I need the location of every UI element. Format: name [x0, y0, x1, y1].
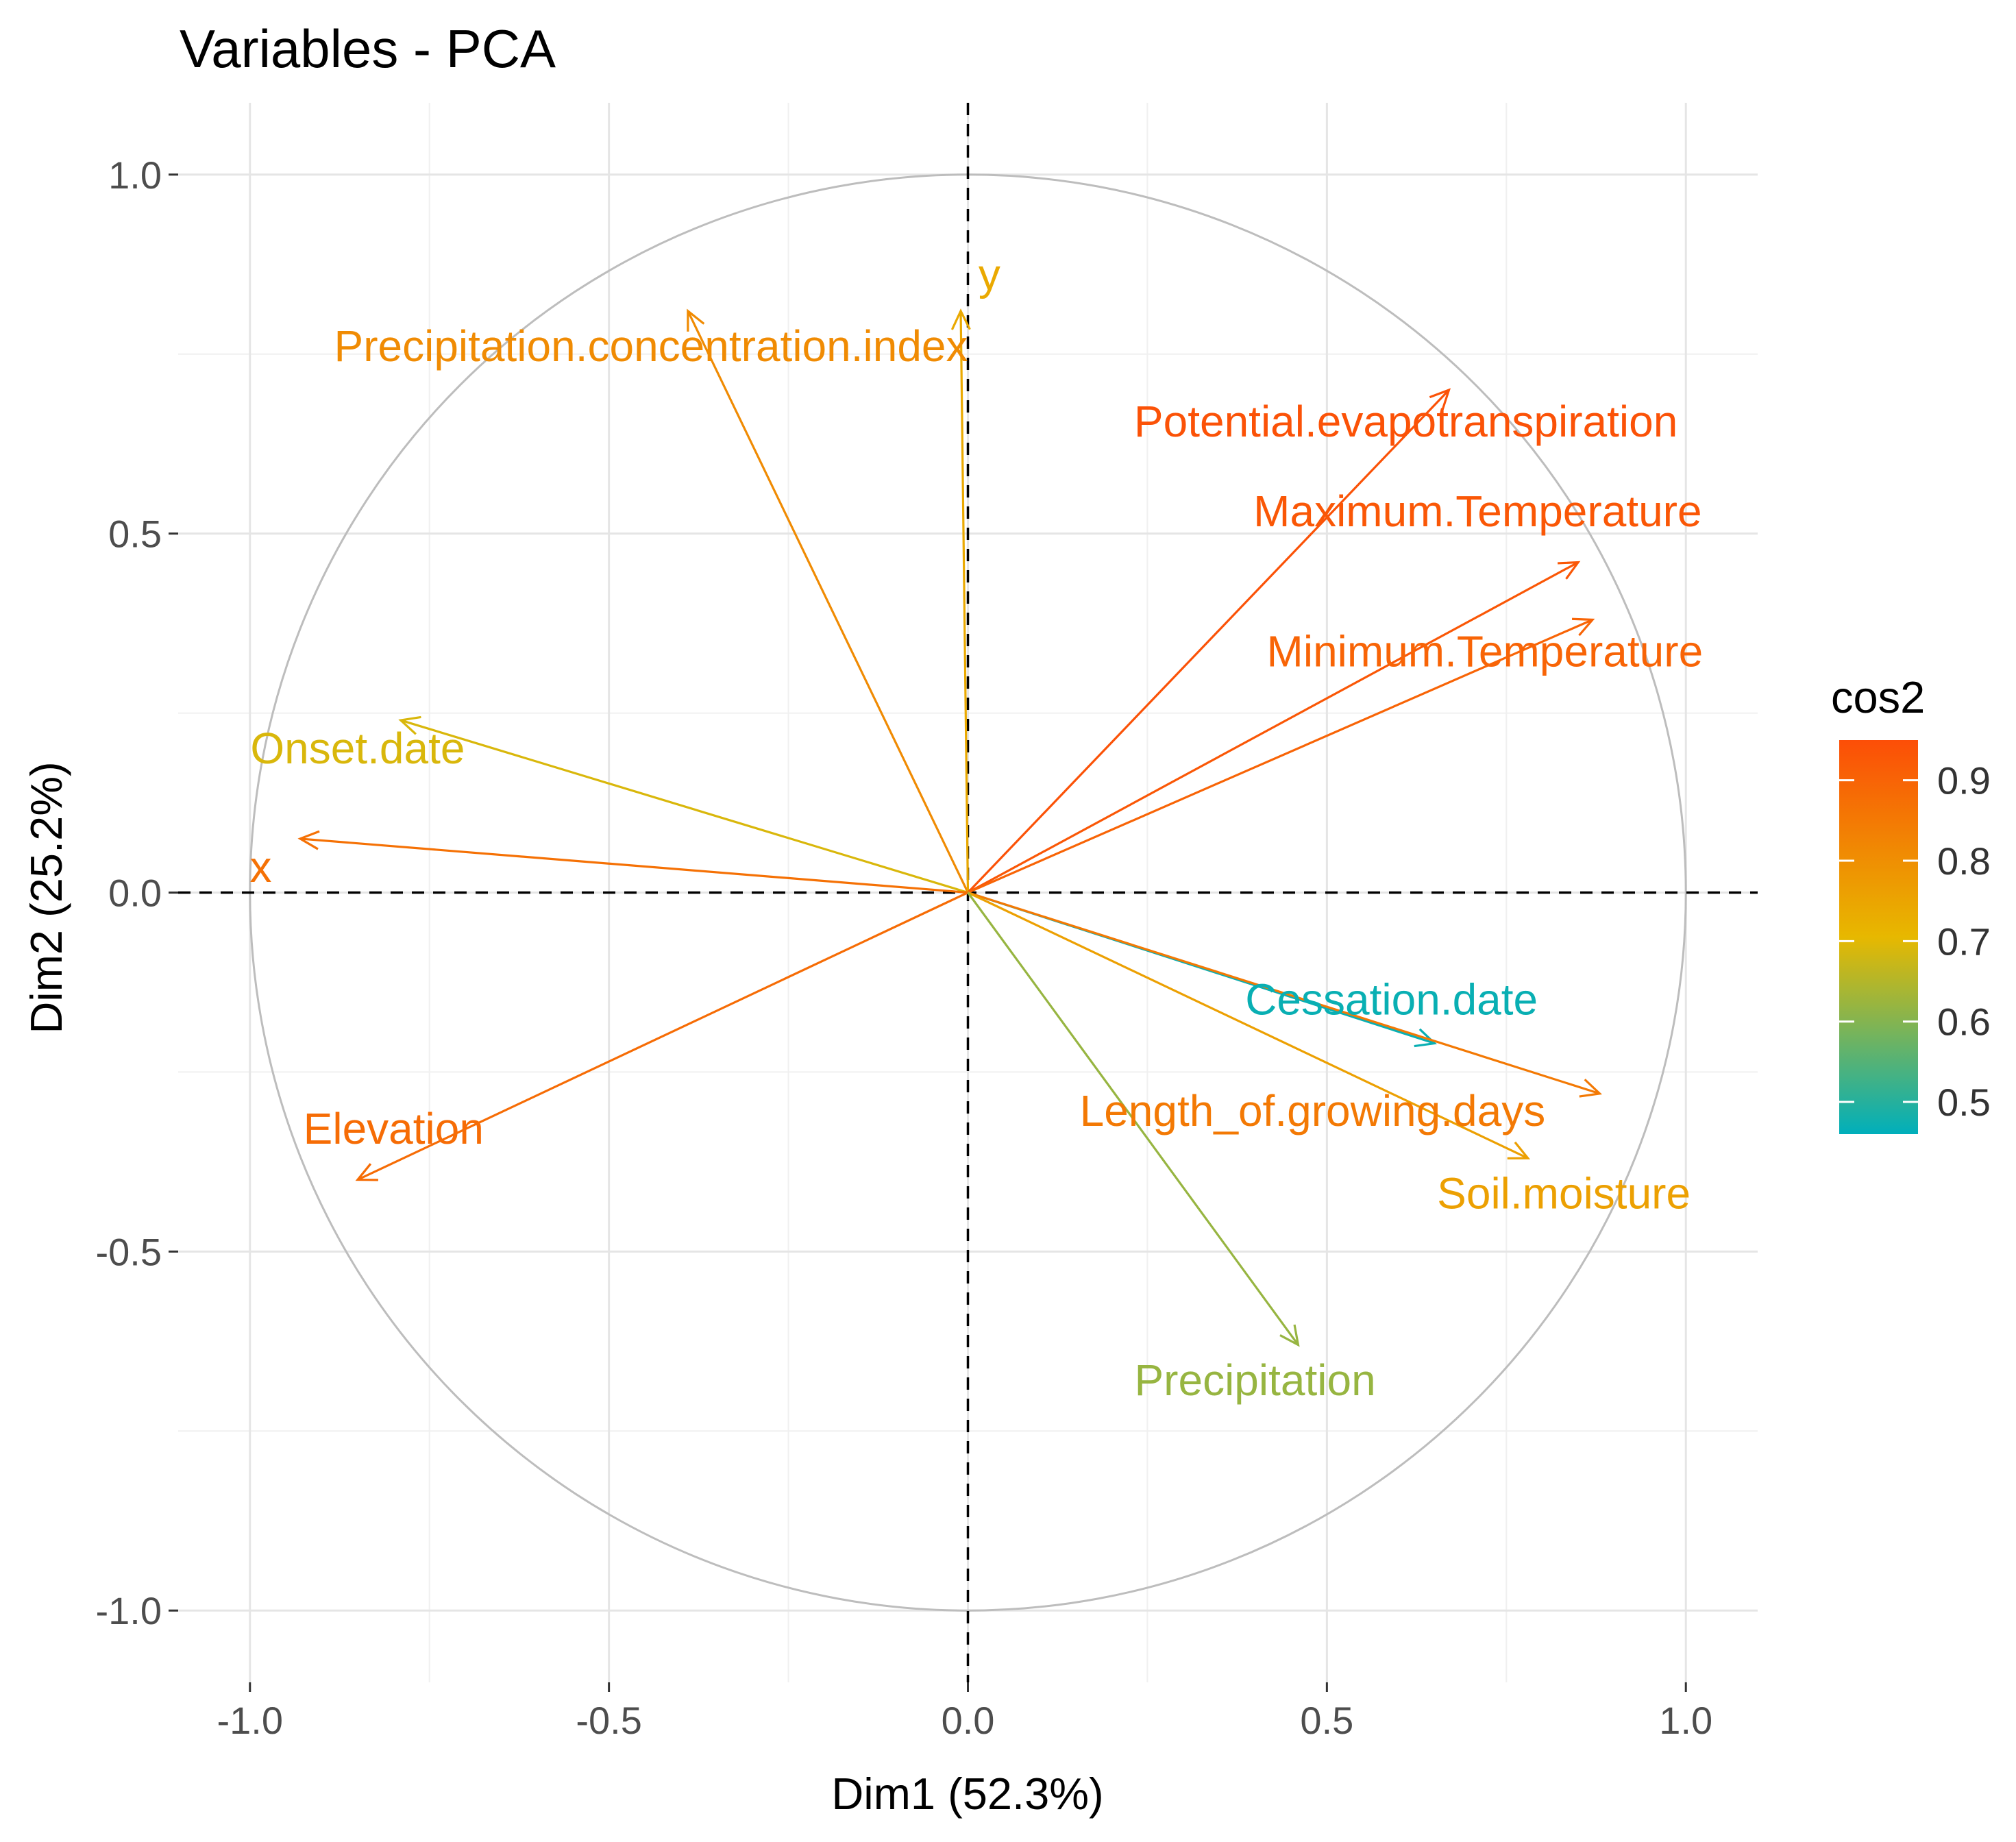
arrow-head [1558, 561, 1581, 580]
x-tick-label: 0.5 [1300, 1699, 1353, 1742]
x-axis-ticks: -1.0 -0.5 0.0 0.5 1.0 [217, 1682, 1712, 1742]
label-elevation: Elevation [304, 1104, 484, 1153]
label-length-of-growing-days: Length_of.growing.days [1080, 1086, 1546, 1135]
label-y: y [979, 249, 1000, 299]
x-tick-label: -1.0 [217, 1699, 284, 1742]
chart-title: Variables - PCA [180, 19, 556, 79]
arrow-head [1429, 388, 1451, 410]
label-minimum-temperature: Minimum.Temperature [1267, 626, 1704, 676]
arrow-line [968, 891, 1600, 1095]
arrow-line [967, 618, 1593, 894]
arrow-line [967, 389, 1450, 894]
label-onset-date: Onset.date [250, 724, 465, 773]
arrow-precipitation-concentration-index [687, 308, 969, 894]
arrow-line [299, 837, 968, 894]
arrow-y [950, 308, 971, 893]
arrow-maximum-temperature [967, 561, 1581, 894]
arrow-head [950, 308, 971, 330]
arrow-head [1414, 1028, 1438, 1048]
arrow-head [1279, 1324, 1300, 1347]
legend-break-label: 0.5 [1937, 1081, 1991, 1124]
arrow-line [357, 892, 969, 1181]
arrow-line [959, 310, 970, 893]
arrow-elevation [355, 892, 969, 1181]
label-precipitation-concentration-index: Precipitation.concentration.index [334, 321, 968, 371]
y-axis-label: Dim2 (25.2%) [21, 761, 71, 1033]
arrow-head [1571, 617, 1595, 637]
y-tick-label: 0.5 [108, 513, 162, 556]
legend: cos2 0.9 0.8 0.7 0.6 0.5 [1831, 672, 1991, 1134]
variable-arrows [297, 308, 1603, 1347]
label-cessation-date: Cessation.date [1245, 975, 1538, 1024]
arrow-potential-evapotranspiration [967, 388, 1451, 894]
legend-break-label: 0.8 [1937, 839, 1991, 883]
arrow-line [967, 892, 1299, 1346]
y-tick-label: 0.0 [108, 872, 162, 915]
arrow-precipitation [967, 892, 1300, 1347]
label-x: x [249, 842, 271, 892]
arrow-line [400, 719, 968, 894]
arrow-line [967, 561, 1579, 894]
legend-colorbar [1839, 740, 1918, 1134]
label-soil-moisture: Soil.moisture [1437, 1169, 1691, 1218]
legend-ticks: 0.9 0.8 0.7 0.6 0.5 [1839, 759, 1991, 1124]
arrow-onset-date [398, 715, 968, 894]
legend-break-label: 0.6 [1937, 1000, 1991, 1044]
x-tick-label: -0.5 [576, 1699, 642, 1742]
y-tick-label: 1.0 [108, 154, 162, 197]
y-tick-label: -0.5 [96, 1230, 162, 1273]
arrow-head [1507, 1141, 1531, 1159]
label-precipitation: Precipitation [1134, 1355, 1375, 1405]
arrow-head [687, 308, 705, 332]
y-tick-label: -1.0 [96, 1589, 162, 1632]
legend-title: cos2 [1831, 672, 1925, 722]
arrow-head [398, 715, 421, 735]
x-axis-label: Dim1 (52.3%) [831, 1769, 1103, 1819]
arrow-head [297, 830, 320, 850]
legend-break-label: 0.7 [1937, 920, 1991, 963]
x-tick-label: 1.0 [1659, 1699, 1712, 1742]
arrow-x [297, 830, 968, 894]
arrow-line [967, 892, 1529, 1159]
arrow-length-of-growing-days [968, 891, 1603, 1098]
label-potential-evapotranspiration: Potential.evapotranspiration [1134, 397, 1677, 446]
arrow-head [355, 1163, 378, 1181]
arrow-soil-moisture [967, 892, 1531, 1159]
legend-break-label: 0.9 [1937, 759, 1991, 802]
arrow-head [1579, 1079, 1603, 1098]
label-maximum-temperature: Maximum.Temperature [1253, 487, 1701, 536]
x-tick-label: 0.0 [942, 1699, 995, 1742]
arrow-minimum-temperature [967, 617, 1595, 894]
y-axis-ticks: -1.0 -0.5 0.0 0.5 1.0 [96, 154, 178, 1632]
arrow-line [687, 310, 969, 894]
